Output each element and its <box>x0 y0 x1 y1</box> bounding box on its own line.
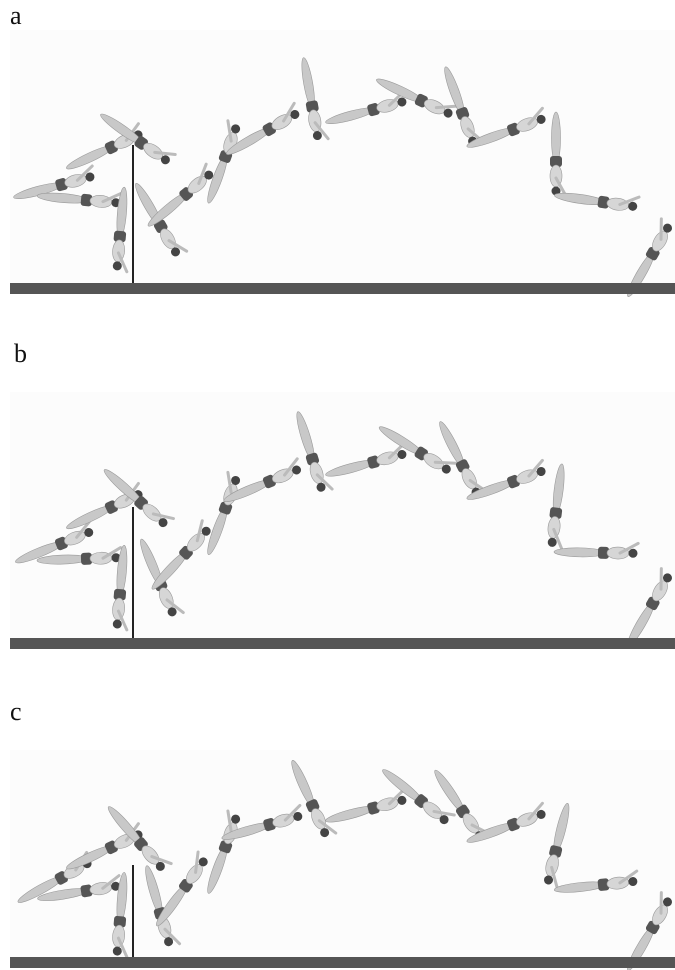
background <box>10 30 675 283</box>
figure: a b c <box>0 0 675 970</box>
panel-image <box>10 30 675 300</box>
ground <box>10 957 675 968</box>
panel-image <box>10 392 675 649</box>
ground <box>10 283 675 294</box>
panel-label: a <box>10 1 22 30</box>
background <box>10 392 675 638</box>
panel-image <box>10 750 675 970</box>
ground <box>10 638 675 649</box>
panel-label: c <box>10 697 22 726</box>
panel-label: b <box>14 339 27 368</box>
